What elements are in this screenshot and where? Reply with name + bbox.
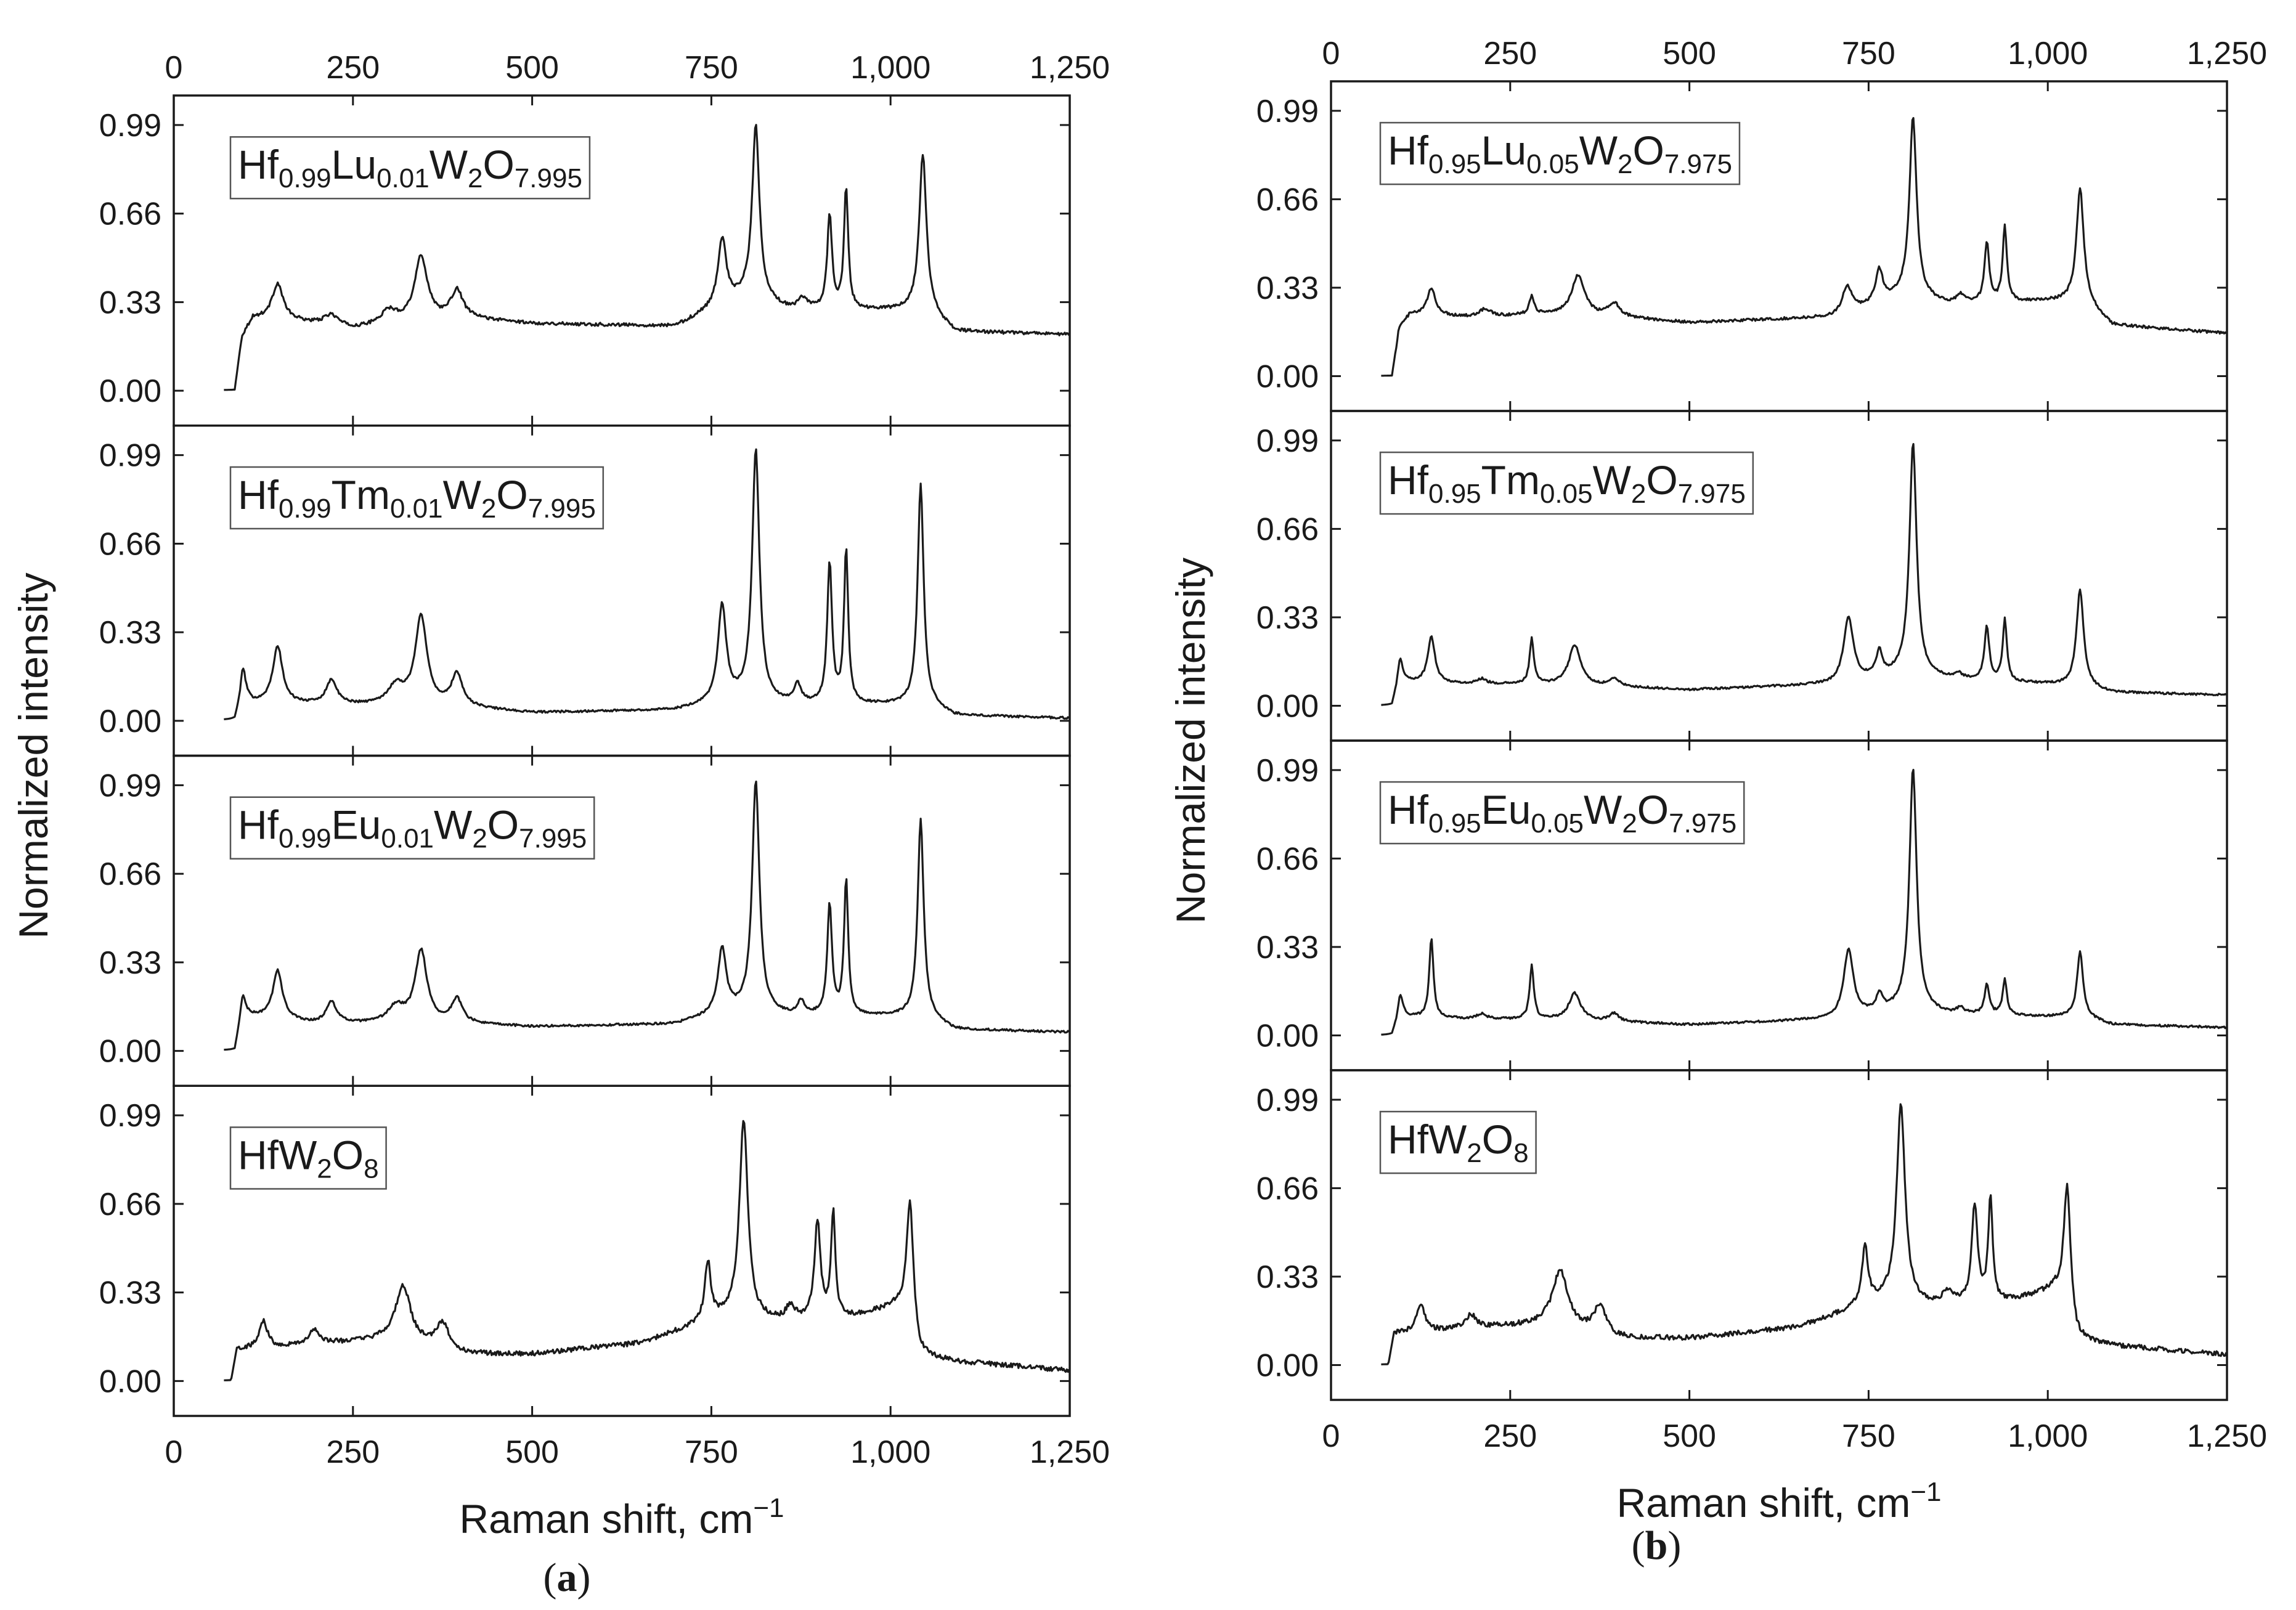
legend-box [229,466,605,530]
y-tick-label: 0.66 [99,197,161,232]
y-tick-label: 0.00 [99,1034,161,1070]
y-tick-label: 0.33 [1256,270,1319,306]
legend-box [229,136,591,200]
spectrum-line [224,1120,1070,1381]
y-tick-label: 0.66 [99,856,161,892]
y-tick-label: 0.33 [99,285,161,320]
spectrum-line [224,124,1070,391]
y-tick-label: 0.99 [1256,423,1319,459]
y-tick-label: 0.99 [1256,753,1319,789]
legend-box [229,796,595,860]
y-tick-label: 0.99 [99,108,161,144]
x-axis-title: Raman shift, cm−1 [460,1493,784,1542]
subplot: 0.00 0.33 0.66 0.99 Hf0.99Lu0.01W2O7.995 [99,94,1071,427]
y-tick-label: 0.66 [99,526,161,562]
spectrum-line [1381,1103,2228,1365]
legend-label: Hf0.95Eu0.05W2O7.975 [1388,787,1736,839]
x-tick-label-top: 750 [685,50,738,86]
legend-box [229,1126,387,1190]
legend-label: Hf0.99Lu0.01W2O7.995 [238,142,582,193]
x-tick-label: 1,250 [1030,1434,1110,1470]
panel-caption: (a) [543,1555,591,1600]
y-tick-label: 0.66 [1256,1171,1319,1206]
legend-label: Hf0.99Eu0.01W2O7.995 [238,802,587,854]
y-tick-label: 0.33 [1256,930,1319,966]
x-tick-label: 250 [326,1434,380,1470]
x-tick-label: 1,000 [850,1434,930,1470]
legend-label: HfW2O8 [238,1132,379,1184]
x-tick-label: 0 [165,1434,183,1470]
panel-caption: (b) [1632,1523,1682,1568]
y-tick-label: 0.33 [99,945,161,981]
legend-label: Hf0.95Tm0.05W2O7.975 [1388,457,1746,509]
y-tick-label: 0.00 [1256,1018,1319,1054]
x-tick-label-top: 250 [1483,36,1537,71]
y-tick-label: 0.00 [99,1364,161,1399]
x-tick-label: 0 [1322,1418,1340,1454]
x-tick-label: 1,000 [2008,1418,2088,1454]
x-tick-label-top: 1,000 [2008,36,2088,71]
y-tick-label: 0.00 [1256,688,1319,724]
x-tick-label-top: 0 [1322,36,1340,71]
y-axis-title: Normalized intensity [10,572,56,938]
x-tick-label-top: 1,250 [2187,36,2267,71]
subplot: 0.00 0.33 0.66 0.99 Hf0.95Lu0.05W2O7.975 [1256,80,2228,412]
spectrum-line [1381,443,2227,706]
y-tick-label: 0.99 [99,768,161,803]
x-tick-label-top: 1,250 [1030,50,1110,86]
legend-box [1379,121,1741,185]
subplot: 0.00 0.33 0.66 0.99 HfW2O8 [99,1084,1071,1417]
subplot: 0.00 0.33 0.66 0.99 Hf0.95Tm0.05W2O7.975 [1256,410,2228,742]
y-tick-label: 0.99 [1256,94,1319,129]
y-tick-label: 0.99 [99,1098,161,1134]
x-tick-label: 750 [685,1434,738,1470]
x-tick-label-top: 500 [505,50,559,86]
x-axis-title: Raman shift, cm−1 [1617,1477,1942,1526]
x-tick-label: 250 [1483,1418,1537,1454]
x-tick-label: 1,250 [2187,1418,2267,1454]
legend-label: HfW2O8 [1388,1116,1529,1168]
subplot: 0.00 0.33 0.66 0.99 Hf0.95Eu0.05W2O7.975 [1256,739,2228,1071]
subplot: 0.00 0.33 0.66 0.99 Hf0.99Tm0.01W2O7.995 [99,425,1071,757]
y-tick-label: 0.33 [99,1275,161,1311]
spectrum-line [1381,117,2227,377]
y-tick-label: 0.66 [1256,511,1319,547]
y-tick-label: 0.33 [1256,1259,1319,1295]
spectrum-line [1381,768,2228,1036]
y-tick-label: 0.00 [1256,359,1319,394]
y-tick-label: 0.33 [1256,600,1319,636]
plot-frame [173,1084,1071,1417]
x-tick-label-top: 500 [1663,36,1716,71]
legend-box [1379,451,1754,515]
x-tick-label-top: 0 [165,50,183,86]
subplot: 0.00 0.33 0.66 0.99 HfW2O8 [1256,1069,2228,1401]
legend-box [1379,781,1745,845]
x-tick-label-top: 250 [326,50,380,86]
x-tick-label: 500 [1663,1418,1716,1454]
x-tick-label: 500 [505,1434,559,1470]
y-tick-label: 0.99 [1256,1083,1319,1118]
y-tick-label: 0.66 [1256,841,1319,877]
x-tick-label: 750 [1842,1418,1895,1454]
y-tick-label: 0.66 [1256,182,1319,218]
y-tick-label: 0.00 [1256,1348,1319,1383]
subplot: 0.00 0.33 0.66 0.99 Hf0.99Eu0.01W2O7.995 [99,754,1071,1087]
y-tick-label: 0.00 [99,373,161,409]
spectrum-line [224,448,1070,720]
chart-panel-b: 0.000.330.660.99Hf0.95Lu0.05W2O7.9750.00… [1168,36,2267,1568]
x-tick-label-top: 750 [1842,36,1895,71]
y-tick-label: 0.00 [99,704,161,739]
legend-box [1379,1110,1537,1174]
y-tick-label: 0.66 [99,1187,161,1222]
legend-label: Hf0.99Tm0.01W2O7.995 [238,472,596,524]
legend-label: Hf0.95Lu0.05W2O7.975 [1388,128,1732,179]
plot-frame [1330,1069,2228,1401]
x-tick-label-top: 1,000 [850,50,930,86]
spectrum-line [224,780,1070,1051]
y-tick-label: 0.33 [99,615,161,651]
y-tick-label: 0.99 [99,438,161,474]
chart-panel-a: 0.000.330.660.99Hf0.99Lu0.01W2O7.9950.00… [10,50,1110,1600]
y-axis-title: Normalized intensity [1168,558,1213,924]
